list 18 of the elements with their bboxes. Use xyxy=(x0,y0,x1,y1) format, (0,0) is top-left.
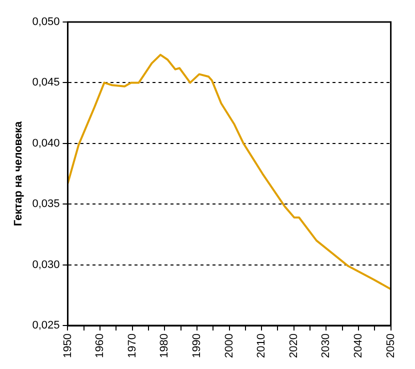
x-tick-label: 1950 xyxy=(62,334,74,358)
x-tick-label: 1960 xyxy=(94,334,106,358)
x-tick-label: 2050 xyxy=(384,334,397,358)
x-tick-label: 2020 xyxy=(288,334,300,358)
y-axis-title: Гектар на человека xyxy=(12,120,25,226)
x-tick-label: 2000 xyxy=(223,334,236,358)
y-tick-label: 0,030 xyxy=(32,258,60,271)
x-tick-label: 2010 xyxy=(256,334,268,358)
y-tick-label: 0,045 xyxy=(32,76,60,89)
x-tick-label: 2030 xyxy=(320,334,332,358)
y-tick-label: 0,035 xyxy=(32,198,60,210)
x-tick-label: 2040 xyxy=(352,334,365,358)
x-tick-label: 1970 xyxy=(126,334,138,358)
x-tick-label: 1980 xyxy=(158,334,171,358)
y-tick-label: 0,025 xyxy=(32,320,60,332)
y-tick-label: 0,040 xyxy=(32,137,60,150)
x-tick-label: 1990 xyxy=(190,334,203,358)
y-tick-label: 0,050 xyxy=(32,16,60,28)
